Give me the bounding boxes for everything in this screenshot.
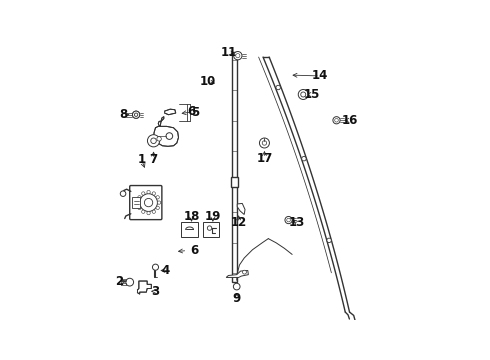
Polygon shape: [165, 109, 176, 115]
Circle shape: [152, 264, 159, 270]
Circle shape: [298, 90, 308, 99]
Circle shape: [333, 117, 340, 124]
Text: 6: 6: [190, 244, 198, 257]
Circle shape: [152, 192, 155, 195]
Circle shape: [142, 210, 145, 213]
Bar: [132, 197, 140, 208]
Text: 17: 17: [256, 152, 272, 165]
Circle shape: [156, 206, 159, 210]
Circle shape: [301, 92, 306, 97]
Circle shape: [134, 113, 138, 116]
Text: 14: 14: [312, 69, 328, 82]
Polygon shape: [226, 270, 248, 278]
Text: 9: 9: [233, 292, 241, 305]
Bar: [181, 222, 198, 237]
Circle shape: [207, 226, 212, 230]
Text: 1: 1: [138, 153, 146, 166]
Text: 3: 3: [151, 285, 160, 298]
Circle shape: [152, 210, 155, 213]
Text: 15: 15: [303, 88, 320, 101]
Circle shape: [234, 51, 242, 60]
Circle shape: [126, 278, 134, 286]
Circle shape: [285, 216, 292, 224]
Text: 2: 2: [115, 275, 123, 288]
Polygon shape: [153, 126, 178, 146]
Circle shape: [120, 191, 126, 197]
Circle shape: [287, 218, 291, 222]
Text: 6: 6: [187, 105, 196, 118]
Circle shape: [335, 118, 338, 122]
Polygon shape: [138, 281, 151, 294]
Text: 13: 13: [289, 216, 305, 229]
Circle shape: [262, 141, 267, 145]
Bar: [232, 51, 237, 282]
Circle shape: [243, 270, 246, 274]
Circle shape: [302, 157, 306, 161]
Circle shape: [132, 111, 140, 118]
Text: 5: 5: [191, 106, 199, 119]
Circle shape: [147, 190, 150, 194]
Text: 7: 7: [149, 153, 158, 166]
Polygon shape: [237, 203, 245, 215]
Circle shape: [259, 138, 270, 148]
Circle shape: [236, 54, 240, 58]
Circle shape: [136, 201, 140, 204]
Text: 19: 19: [205, 210, 221, 223]
Text: 18: 18: [183, 210, 200, 223]
Circle shape: [142, 192, 145, 195]
Circle shape: [276, 85, 280, 90]
Circle shape: [156, 195, 159, 199]
Circle shape: [147, 211, 150, 215]
Text: 10: 10: [200, 75, 216, 88]
Text: 11: 11: [220, 46, 237, 59]
Circle shape: [327, 238, 331, 243]
Circle shape: [147, 135, 160, 147]
Polygon shape: [158, 117, 164, 126]
Circle shape: [132, 111, 140, 118]
Text: 8: 8: [120, 108, 128, 121]
Circle shape: [151, 138, 156, 144]
Circle shape: [138, 195, 141, 199]
Bar: [231, 177, 238, 187]
Circle shape: [140, 194, 157, 211]
Circle shape: [157, 136, 161, 141]
Circle shape: [134, 113, 138, 117]
Circle shape: [157, 201, 161, 204]
Bar: [203, 222, 219, 237]
Circle shape: [233, 283, 240, 290]
Text: 12: 12: [230, 216, 247, 229]
Circle shape: [138, 206, 141, 210]
FancyBboxPatch shape: [130, 185, 162, 220]
Circle shape: [166, 133, 172, 139]
Text: 4: 4: [162, 264, 170, 277]
Text: 16: 16: [342, 114, 359, 127]
Circle shape: [145, 198, 153, 207]
